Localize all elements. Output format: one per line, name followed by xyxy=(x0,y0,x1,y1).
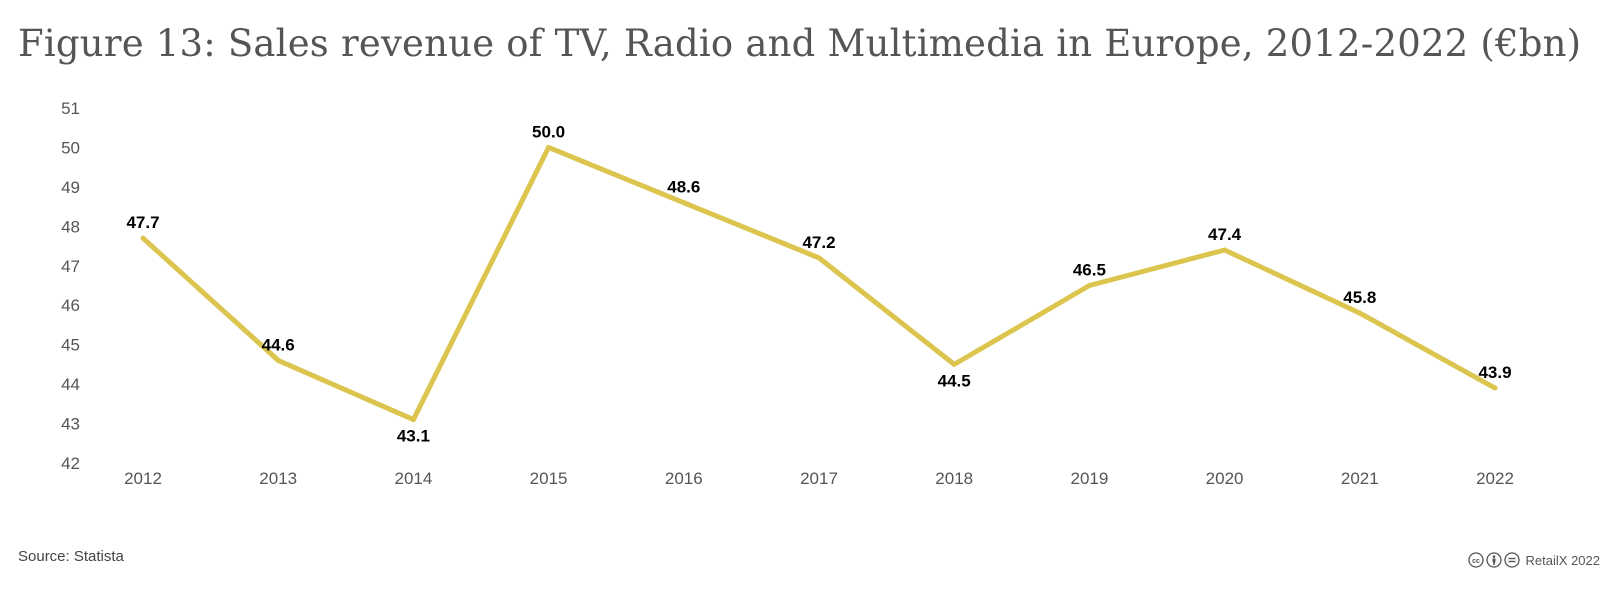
x-tick-label: 2015 xyxy=(530,469,568,488)
x-axis-ticks: 2012 2013 2014 2015 2016 2017 2018 2019 2020 2021… xyxy=(124,469,1514,488)
x-tick-label: 2013 xyxy=(259,469,297,488)
chart-title: Figure 13: Sales revenue of TV, Radio an… xyxy=(18,22,1582,65)
x-tick-label: 2021 xyxy=(1341,469,1379,488)
attribution-icon xyxy=(1485,552,1502,568)
x-tick-label: 2022 xyxy=(1476,469,1514,488)
data-point xyxy=(275,357,281,363)
svg-text:cc: cc xyxy=(1472,558,1480,565)
data-point xyxy=(546,144,552,150)
y-tick-label: 46 xyxy=(61,296,80,315)
data-label: 47.2 xyxy=(802,233,835,252)
data-point xyxy=(1222,247,1228,253)
data-label: 44.5 xyxy=(938,371,971,390)
data-point xyxy=(681,200,687,206)
y-tick-label: 50 xyxy=(61,138,80,157)
data-label: 43.1 xyxy=(397,427,430,446)
license-icons: cc xyxy=(1467,552,1520,568)
x-tick-label: 2019 xyxy=(1070,469,1108,488)
data-point xyxy=(816,255,822,261)
x-tick-label: 2014 xyxy=(394,469,432,488)
data-label: 50.0 xyxy=(532,122,565,141)
x-tick-label: 2020 xyxy=(1206,469,1244,488)
data-label: 43.9 xyxy=(1478,363,1511,382)
series-line xyxy=(141,144,1497,423)
x-tick-label: 2016 xyxy=(665,469,703,488)
data-labels: 47.7 44.6 43.1 50.0 48.6 47.2 44.5 46.5 47.4 45.8… xyxy=(126,122,1511,445)
y-tick-label: 49 xyxy=(61,178,80,197)
x-tick-label: 2017 xyxy=(800,469,838,488)
data-label: 47.4 xyxy=(1208,225,1242,244)
data-point xyxy=(951,361,957,367)
y-tick-label: 48 xyxy=(61,217,80,236)
y-tick-label: 44 xyxy=(61,375,80,394)
x-tick-label: 2018 xyxy=(935,469,973,488)
data-label: 44.6 xyxy=(262,335,295,354)
credit-text: RetailX 2022 xyxy=(1525,552,1600,568)
y-tick-label: 43 xyxy=(61,415,80,434)
y-axis-ticks: 42 43 44 45 46 47 48 49 50 51 xyxy=(61,99,80,473)
y-tick-label: 47 xyxy=(61,257,80,276)
data-point xyxy=(1357,310,1363,316)
data-point xyxy=(1086,283,1092,288)
y-tick-label: 42 xyxy=(61,454,80,473)
no-derivatives-icon xyxy=(1503,552,1520,568)
data-point xyxy=(1492,385,1498,391)
creative-commons-icon: cc xyxy=(1467,552,1484,568)
data-label: 45.8 xyxy=(1343,288,1376,307)
y-tick-label: 51 xyxy=(61,99,80,118)
series-lines xyxy=(140,144,1498,423)
data-point xyxy=(140,235,146,241)
source-note: Source: Statista xyxy=(18,548,124,565)
y-tick-label: 45 xyxy=(61,336,80,355)
data-label: 47.7 xyxy=(126,213,159,232)
data-label: 48.6 xyxy=(667,178,700,197)
x-tick-label: 2012 xyxy=(124,469,162,488)
data-label: 46.5 xyxy=(1073,261,1106,280)
credit: cc RetailX 2022 xyxy=(1467,552,1600,568)
data-point xyxy=(410,417,416,423)
